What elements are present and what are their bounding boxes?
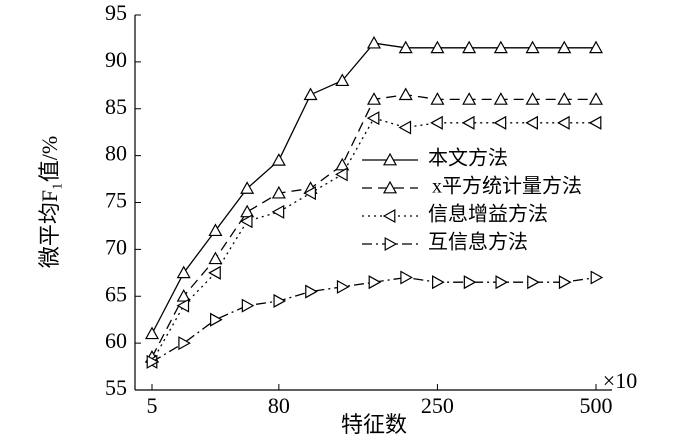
series-line [151, 117, 596, 363]
point [590, 270, 604, 285]
point [525, 92, 540, 105]
x-tick-label: 80 [268, 393, 290, 418]
point [398, 87, 413, 101]
point [493, 115, 507, 130]
point [493, 40, 508, 54]
x-tick-label: 5 [147, 393, 158, 418]
point [210, 312, 223, 327]
y-tick-label: 70 [105, 234, 127, 259]
legend-label: 互信息方法 [428, 231, 528, 254]
point [462, 92, 477, 105]
point [146, 354, 160, 369]
y-tick-label: 95 [105, 0, 127, 25]
point [241, 298, 255, 313]
point [588, 115, 602, 130]
point [557, 40, 572, 54]
legend-marker [382, 208, 396, 224]
point [178, 336, 191, 351]
point [495, 275, 509, 290]
x-tick-label: 500 [580, 393, 613, 418]
point [176, 289, 191, 302]
point [400, 270, 413, 285]
point [239, 214, 253, 229]
point [525, 115, 538, 130]
y-tick-label: 65 [105, 281, 127, 306]
point [305, 284, 318, 299]
point [398, 40, 413, 54]
point [303, 87, 318, 101]
point [208, 223, 223, 237]
point [176, 298, 190, 313]
legend-marker [382, 180, 398, 194]
point [303, 186, 316, 201]
point [432, 275, 445, 290]
legend-marker [382, 152, 398, 166]
point [176, 265, 191, 279]
point [557, 92, 572, 105]
x-axis-label: 特征数 [341, 412, 407, 437]
point [462, 40, 477, 54]
point [208, 251, 223, 265]
point [558, 275, 572, 290]
point [240, 181, 255, 194]
point [271, 204, 285, 219]
y-tick-label: 60 [105, 328, 127, 353]
y-tick-label: 55 [105, 375, 127, 400]
point [366, 35, 382, 49]
point [588, 92, 604, 105]
x-tick-label: 250 [421, 393, 454, 418]
y-tick-label: 90 [105, 47, 127, 72]
legend-label: x平方统计量方法 [432, 175, 582, 198]
point [335, 167, 348, 182]
point [461, 115, 475, 130]
point [271, 185, 286, 199]
point [463, 275, 477, 290]
x-multiplier: ×10 [603, 368, 637, 393]
point [336, 279, 350, 294]
y-tick-label: 75 [105, 188, 127, 213]
point [430, 115, 443, 130]
point [335, 73, 350, 87]
point [430, 40, 445, 54]
point [208, 265, 221, 280]
point [588, 40, 604, 54]
y-tick-label: 80 [105, 141, 127, 166]
point [366, 92, 382, 105]
point [557, 115, 570, 130]
point [271, 153, 286, 166]
point [240, 204, 255, 218]
point [493, 92, 508, 105]
point [144, 326, 160, 340]
point [430, 92, 445, 105]
point [366, 111, 380, 126]
legend-label: 信息增益方法 [428, 203, 548, 226]
legend-label: 本文方法 [428, 147, 508, 170]
point [527, 275, 540, 290]
point [368, 275, 382, 290]
point [398, 120, 412, 135]
y-axis-label: 微平均F₁值/% [37, 136, 62, 268]
point [335, 157, 350, 171]
legend-marker [384, 236, 398, 252]
point [525, 40, 540, 54]
y-tick-label: 85 [105, 94, 127, 119]
point [273, 293, 287, 308]
